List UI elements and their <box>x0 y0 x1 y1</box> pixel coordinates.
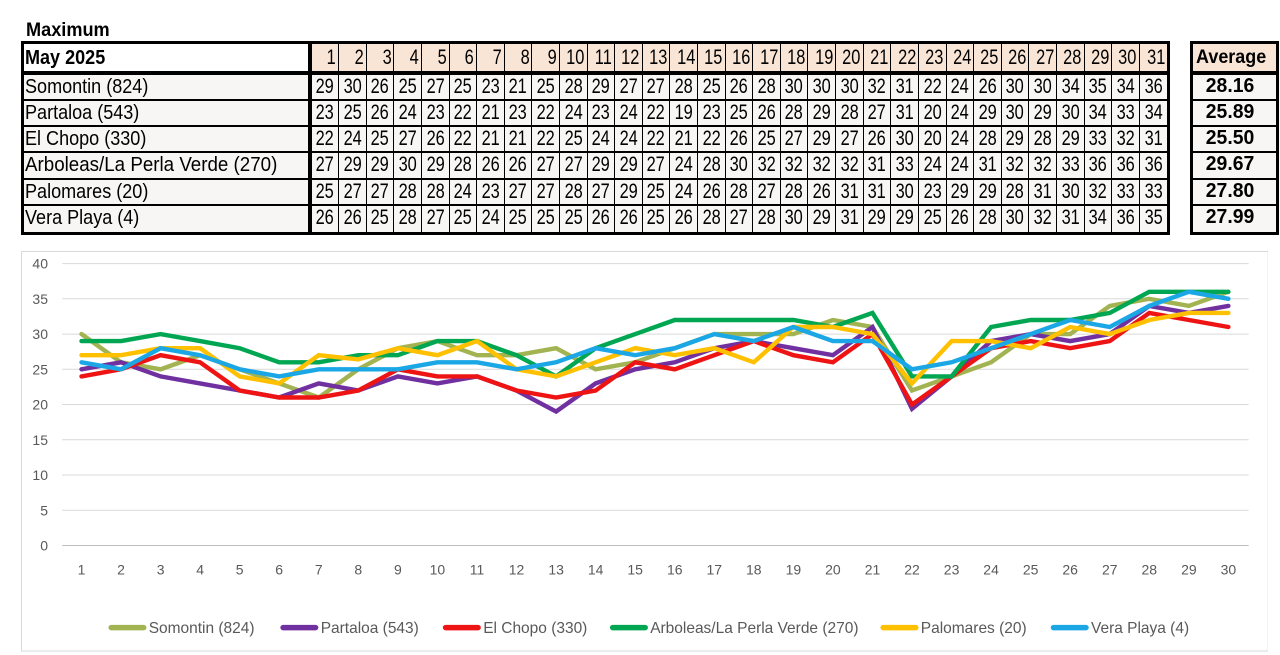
svg-text:Arboleas/La Perla Verde (270): Arboleas/La Perla Verde (270) <box>650 620 858 637</box>
svg-text:4: 4 <box>196 561 204 577</box>
svg-text:2: 2 <box>117 561 125 577</box>
svg-text:26: 26 <box>1062 561 1078 577</box>
svg-text:30: 30 <box>32 326 48 342</box>
svg-text:9: 9 <box>394 561 402 577</box>
svg-text:5: 5 <box>40 502 48 518</box>
svg-text:14: 14 <box>588 561 604 577</box>
svg-text:Vera Playa (4): Vera Playa (4) <box>1091 620 1189 637</box>
svg-text:11: 11 <box>470 561 485 577</box>
svg-text:35: 35 <box>32 291 48 307</box>
svg-text:15: 15 <box>627 561 643 577</box>
svg-text:16: 16 <box>667 561 683 577</box>
svg-text:Partaloa (543): Partaloa (543) <box>320 620 418 637</box>
svg-text:24: 24 <box>983 561 999 577</box>
svg-text:Somontin (824): Somontin (824) <box>148 620 254 637</box>
svg-text:0: 0 <box>40 537 48 553</box>
svg-text:21: 21 <box>865 561 881 577</box>
svg-text:40: 40 <box>32 256 48 272</box>
svg-text:27: 27 <box>1102 561 1118 577</box>
svg-text:13: 13 <box>548 561 564 577</box>
svg-text:23: 23 <box>944 561 960 577</box>
svg-text:20: 20 <box>825 561 841 577</box>
svg-text:20: 20 <box>32 397 48 413</box>
svg-text:10: 10 <box>429 561 445 577</box>
svg-text:19: 19 <box>785 561 801 577</box>
svg-text:8: 8 <box>354 561 362 577</box>
svg-text:7: 7 <box>315 561 323 577</box>
svg-text:18: 18 <box>746 561 762 577</box>
svg-text:29: 29 <box>1181 561 1197 577</box>
svg-text:10: 10 <box>32 467 48 483</box>
svg-text:17: 17 <box>706 561 722 577</box>
svg-text:5: 5 <box>236 561 244 577</box>
svg-text:25: 25 <box>1023 561 1039 577</box>
svg-text:1: 1 <box>77 561 85 577</box>
svg-text:3: 3 <box>157 561 165 577</box>
svg-text:15: 15 <box>32 432 48 448</box>
svg-text:25: 25 <box>32 361 48 377</box>
svg-text:El Chopo (330): El Chopo (330) <box>483 620 587 637</box>
svg-text:6: 6 <box>275 561 283 577</box>
svg-text:28: 28 <box>1141 561 1157 577</box>
svg-text:30: 30 <box>1220 561 1236 577</box>
svg-text:Palomares (20): Palomares (20) <box>921 620 1027 637</box>
svg-text:12: 12 <box>509 561 525 577</box>
svg-text:22: 22 <box>904 561 920 577</box>
